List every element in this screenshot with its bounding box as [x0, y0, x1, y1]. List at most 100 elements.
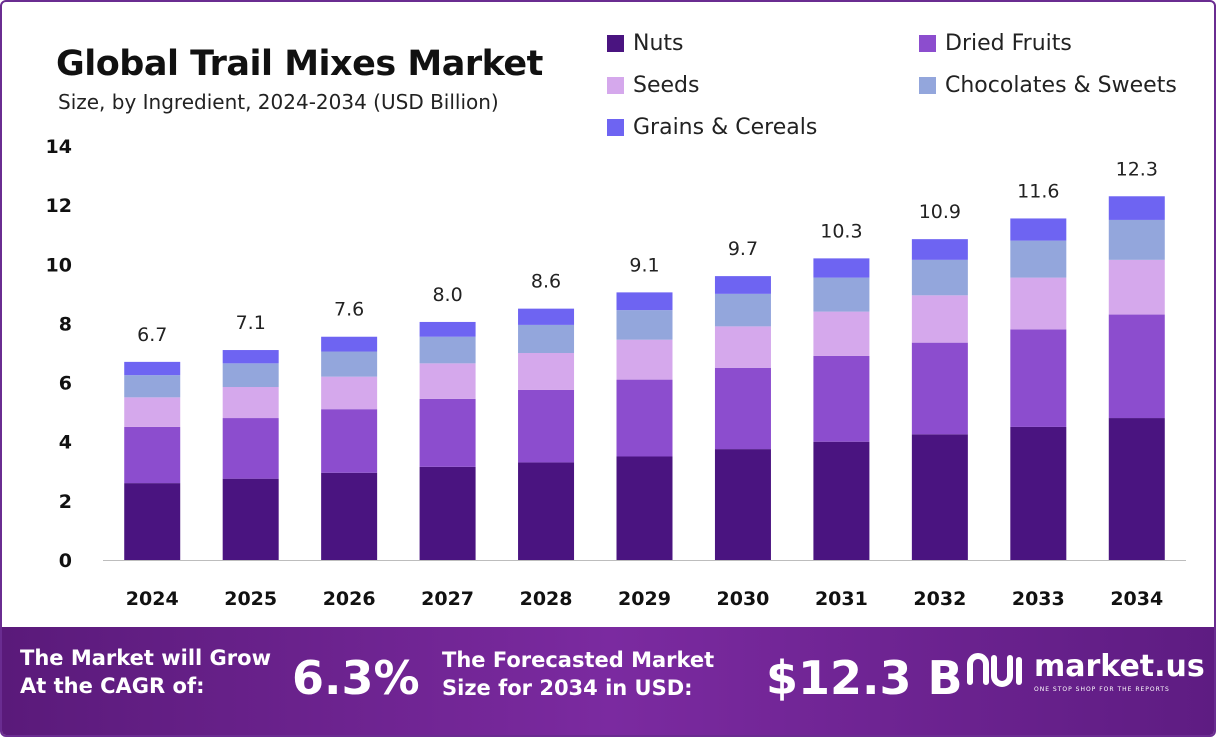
bar-chocolates-sweets-2030: [714, 293, 771, 327]
bar-seeds-2024: [124, 397, 181, 427]
y-tick-label-10: 10: [46, 254, 72, 276]
bar-seeds-2032: [911, 295, 968, 343]
bar-grains-cereals-2026: [321, 336, 378, 352]
market-us-logo-icon: [967, 653, 1022, 687]
bar-dried-fruits-2034: [1108, 314, 1165, 419]
forecast-line-2: Size for 2034 in USD:: [442, 676, 693, 700]
bar-dried-fruits-2033: [1010, 329, 1067, 427]
total-label-2030: 9.7: [728, 238, 758, 260]
cagr-value: 6.3%: [292, 651, 420, 705]
bar-nuts-2033: [1010, 426, 1067, 560]
bar-seeds-2031: [813, 311, 870, 356]
total-label-2034: 12.3: [1116, 158, 1158, 180]
bar-grains-cereals-2033: [1010, 218, 1067, 241]
brand-tagline: ONE STOP SHOP FOR THE REPORTS: [1034, 686, 1170, 693]
y-tick-label-12: 12: [46, 195, 72, 217]
bar-chocolates-sweets-2025: [222, 363, 279, 388]
bar-grains-cereals-2030: [714, 276, 771, 294]
forecast-line-1: The Forecasted Market: [442, 648, 715, 672]
legend-swatch-chocolates-sweets: [919, 76, 936, 94]
bar-grains-cereals-2027: [419, 321, 476, 337]
bar-dried-fruits-2027: [419, 398, 476, 467]
bar-seeds-2025: [222, 387, 279, 419]
legend-swatch-seeds: [607, 76, 624, 94]
cagr-line-2: At the CAGR of:: [20, 674, 205, 698]
bar-nuts-2026: [321, 472, 378, 560]
y-tick-label-14: 14: [46, 136, 72, 158]
stacked-bar-chart: 0 2 4 6 8 10 12 14 6.7 2024 7.1 2025 7.6 2026 8.0 2027 8…: [46, 136, 1186, 610]
x-tick-label-2034: 2034: [1110, 588, 1163, 610]
y-tick-label-6: 6: [59, 373, 72, 395]
total-label-2028: 8.6: [531, 271, 561, 293]
bar-chocolates-sweets-2028: [518, 324, 575, 353]
bar-grains-cereals-2024: [124, 361, 181, 376]
y-tick-label-8: 8: [59, 313, 72, 335]
bar-dried-fruits-2025: [222, 418, 279, 479]
total-label-2025: 7.1: [236, 312, 266, 334]
total-label-2024: 6.7: [137, 324, 167, 346]
total-label-2033: 11.6: [1017, 180, 1059, 202]
bar-nuts-2034: [1108, 418, 1165, 560]
legend-label-nuts: Nuts: [633, 30, 684, 56]
bar-chocolates-sweets-2026: [321, 351, 378, 377]
bar-nuts-2027: [419, 466, 476, 560]
total-label-2026: 7.6: [334, 299, 364, 321]
total-label-2027: 8.0: [432, 284, 462, 306]
legend-item-grains-cereals: Grains & Cereals: [607, 114, 817, 140]
bar-seeds-2027: [419, 363, 476, 399]
forecast-text: The Forecasted Market Size for 2034 in U…: [442, 646, 714, 702]
x-tick-label-2033: 2033: [1012, 588, 1065, 610]
x-tick-label-2027: 2027: [421, 588, 474, 610]
x-tick-label-2029: 2029: [618, 588, 671, 610]
bar-chocolates-sweets-2032: [911, 259, 968, 296]
bar-grains-cereals-2025: [222, 350, 279, 364]
legend-item-seeds: Seeds: [607, 72, 699, 98]
bar-grains-cereals-2029: [616, 292, 673, 311]
x-tick-label-2028: 2028: [520, 588, 573, 610]
x-tick-label-2025: 2025: [224, 588, 277, 610]
legend-item-nuts: Nuts: [607, 30, 684, 56]
bar-grains-cereals-2034: [1108, 196, 1165, 220]
bar-dried-fruits-2026: [321, 409, 378, 473]
total-label-2031: 10.3: [820, 220, 862, 242]
legend-label-grains-cereals: Grains & Cereals: [633, 114, 818, 140]
legend-label-dried-fruits: Dried Fruits: [945, 30, 1072, 56]
bar-nuts-2029: [616, 456, 673, 560]
total-label-2032: 10.9: [919, 201, 961, 223]
y-tick-label-2: 2: [59, 491, 72, 513]
cagr-line-1: The Market will Grow: [20, 646, 271, 670]
bar-seeds-2028: [518, 353, 575, 390]
bar-chocolates-sweets-2033: [1010, 240, 1067, 278]
legend-label-chocolates-sweets: Chocolates & Sweets: [945, 72, 1177, 98]
chart-title: Global Trail Mixes Market: [56, 44, 543, 84]
x-tick-label-2024: 2024: [126, 588, 179, 610]
y-tick-label-0: 0: [59, 550, 72, 572]
bar-seeds-2030: [714, 326, 771, 368]
bar-grains-cereals-2031: [813, 258, 870, 278]
chart-subtitle: Size, by Ingredient, 2024-2034 (USD Bill…: [58, 90, 499, 114]
bar-dried-fruits-2030: [714, 367, 771, 450]
bar-grains-cereals-2032: [911, 239, 968, 260]
x-tick-label-2030: 2030: [717, 588, 770, 610]
bar-chocolates-sweets-2024: [124, 375, 181, 398]
forecast-value: $12.3 B: [766, 651, 963, 705]
bar-nuts-2031: [813, 441, 870, 560]
bar-dried-fruits-2031: [813, 355, 870, 442]
bar-chocolates-sweets-2031: [813, 277, 870, 312]
bar-nuts-2028: [518, 462, 575, 560]
bar-dried-fruits-2032: [911, 342, 968, 435]
bar-nuts-2032: [911, 434, 968, 560]
bar-nuts-2030: [714, 449, 771, 560]
bar-seeds-2026: [321, 376, 378, 410]
bar-dried-fruits-2028: [518, 389, 575, 463]
bar-seeds-2034: [1108, 259, 1165, 315]
legend-label-seeds: Seeds: [633, 72, 700, 98]
total-label-2029: 9.1: [629, 254, 659, 276]
bar-grains-cereals-2028: [518, 308, 575, 325]
bar-nuts-2024: [124, 483, 181, 560]
y-tick-label-4: 4: [59, 432, 72, 454]
legend-swatch-grains-cereals: [607, 118, 624, 136]
x-tick-label-2026: 2026: [323, 588, 376, 610]
cagr-text: The Market will Grow At the CAGR of:: [20, 644, 271, 700]
x-tick-label-2032: 2032: [913, 588, 966, 610]
